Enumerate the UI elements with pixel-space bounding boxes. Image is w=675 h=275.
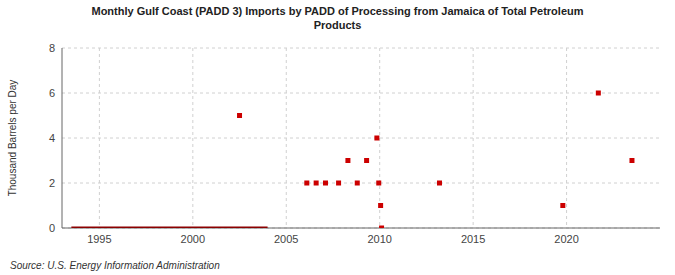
x-tick-label: 2005	[274, 233, 298, 245]
x-axis-line	[62, 228, 660, 229]
point	[355, 181, 360, 186]
y-axis-label: Thousand Barrels per Day	[7, 80, 18, 197]
title: Monthly Gulf Coast (PADD 3) Imports by P…	[91, 5, 583, 31]
point	[336, 181, 341, 186]
point	[237, 113, 242, 118]
x-tick-label: 2010	[367, 233, 391, 245]
y-axis-line	[62, 48, 63, 228]
point	[323, 181, 328, 186]
point	[376, 181, 381, 186]
point	[314, 181, 319, 186]
y-grid-line	[62, 138, 660, 139]
y-grid-line	[62, 183, 660, 184]
grid	[62, 48, 660, 228]
y-grid-line	[62, 48, 660, 49]
y-grid-line	[62, 93, 660, 94]
y-tick-label: 4	[49, 132, 55, 144]
plot-area	[71, 91, 634, 229]
y-tick-label: 8	[49, 42, 55, 54]
point	[596, 91, 601, 96]
x-tick-label: 1995	[87, 233, 111, 245]
source: Source: U.S. Energy Information Administ…	[10, 260, 220, 271]
point	[378, 203, 383, 208]
x-tick-label: 2020	[554, 233, 578, 245]
point	[629, 158, 634, 163]
y-tick-label: 0	[49, 222, 55, 234]
line	[71, 227, 267, 229]
point	[374, 136, 379, 141]
point	[304, 181, 309, 186]
x-grid-line	[192, 48, 193, 228]
y-tick-label: 2	[49, 177, 55, 189]
y-grid-line	[62, 228, 660, 229]
chart: Monthly Gulf Coast (PADD 3) Imports by P…	[0, 0, 675, 275]
point	[379, 226, 384, 229]
y-tick-label: 6	[49, 87, 55, 99]
point	[437, 181, 442, 186]
point	[345, 158, 350, 163]
x-tick-label: 2015	[461, 233, 485, 245]
x-tick-label: 2000	[181, 233, 205, 245]
point	[364, 158, 369, 163]
point	[560, 203, 565, 208]
